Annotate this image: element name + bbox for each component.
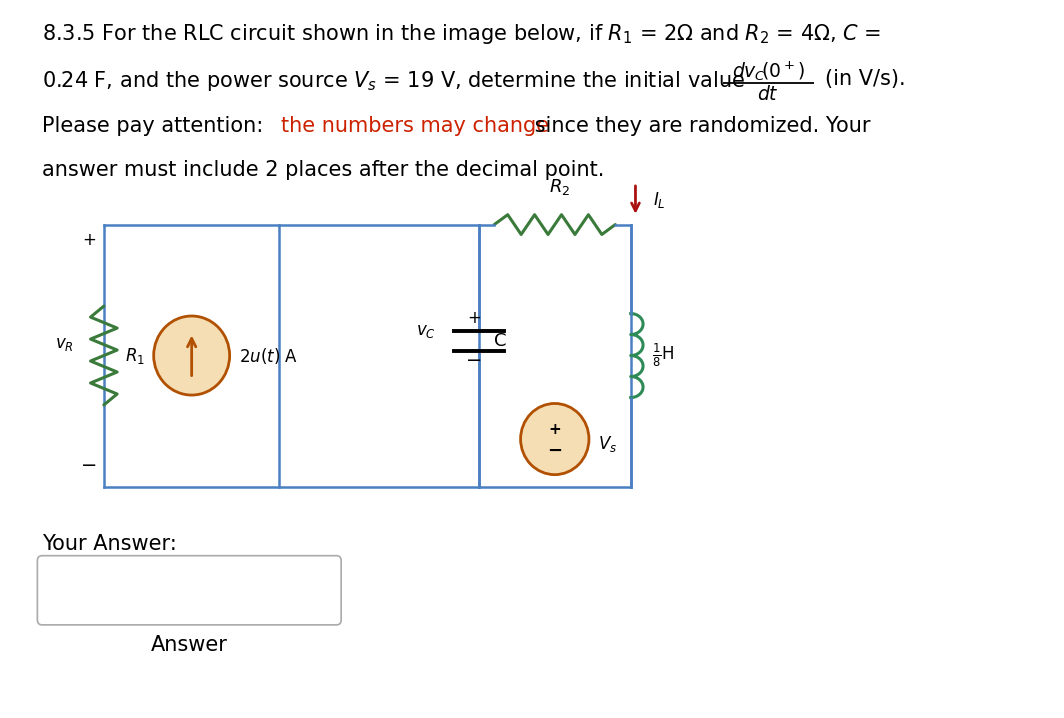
- Text: $R_1$: $R_1$: [124, 345, 145, 365]
- Text: $V_s$: $V_s$: [598, 434, 617, 454]
- Text: 8.3.5 For the RLC circuit shown in the image below, if $R_1$ = 2$\Omega$ and $R_: 8.3.5 For the RLC circuit shown in the i…: [43, 22, 881, 46]
- Text: Answer: Answer: [151, 635, 228, 655]
- Text: Please pay attention:: Please pay attention:: [43, 116, 270, 136]
- Text: Your Answer:: Your Answer:: [43, 534, 177, 554]
- Text: $dv_C\!\left(0^+\right)$: $dv_C\!\left(0^+\right)$: [732, 60, 805, 83]
- Text: −: −: [82, 456, 98, 475]
- Text: C: C: [494, 332, 506, 350]
- Text: +: +: [467, 309, 481, 327]
- Text: since they are randomized. Your: since they are randomized. Your: [528, 116, 870, 136]
- Text: 2$u(t)$ A: 2$u(t)$ A: [239, 345, 298, 365]
- Text: $R_2$: $R_2$: [549, 177, 570, 197]
- Text: (in V/s).: (in V/s).: [826, 70, 905, 90]
- Text: $v_R$: $v_R$: [54, 335, 73, 353]
- Text: the numbers may change: the numbers may change: [281, 116, 549, 136]
- Text: +: +: [83, 231, 97, 249]
- Text: −: −: [466, 351, 482, 370]
- Text: $I_L$: $I_L$: [652, 190, 665, 210]
- Text: answer must include 2 places after the decimal point.: answer must include 2 places after the d…: [43, 160, 604, 180]
- Text: −: −: [547, 442, 563, 460]
- Text: 0.24 F, and the power source $V_s$ = 19 V, determine the initial value: 0.24 F, and the power source $V_s$ = 19 …: [43, 70, 745, 93]
- Text: $\frac{1}{8}$H: $\frac{1}{8}$H: [651, 342, 674, 369]
- Text: +: +: [548, 421, 561, 437]
- Circle shape: [153, 316, 230, 395]
- Circle shape: [520, 404, 589, 475]
- Text: $dt$: $dt$: [758, 85, 779, 104]
- Text: $v_C$: $v_C$: [416, 322, 436, 340]
- FancyBboxPatch shape: [37, 556, 342, 625]
